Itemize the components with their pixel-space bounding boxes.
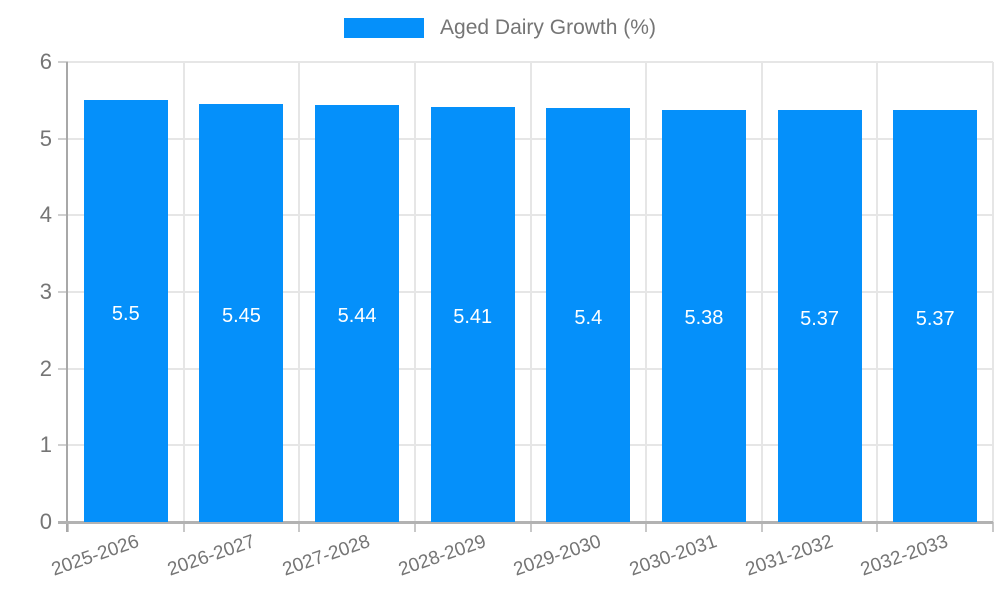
x-axis-tick [67,522,69,532]
y-axis-label: 0 [39,509,52,534]
gridline-vertical [645,62,648,522]
bar-2031-2032[interactable]: 5.37 [777,110,862,522]
y-axis-tick [58,367,68,370]
x-axis-tick [992,522,994,532]
gridline-vertical [529,62,532,522]
gridline-vertical [413,62,416,522]
x-axis-category-label: 2028-2029 [395,531,489,581]
bar-value-label: 5.37 [800,307,840,330]
x-axis-category-label: 2031-2032 [742,531,836,581]
y-axis-tick [58,444,68,447]
bar-value-label: 5.5 [111,302,140,325]
gridline-vertical [992,62,994,522]
x-axis-category-label: 2030-2031 [627,531,720,581]
y-axis-tick [58,61,68,63]
bar-2026-2027[interactable]: 5.45 [199,104,284,522]
x-axis-tick [645,522,648,532]
x-axis-tick [298,522,301,532]
y-axis-label: 6 [39,49,52,74]
gridline-vertical [182,62,185,522]
y-axis-label: 1 [39,432,52,458]
x-axis-line [58,521,993,524]
gridline-vertical [876,62,879,522]
x-axis-tick [760,522,763,532]
bar-value-label: 5.37 [915,307,955,330]
y-axis-label: 3 [39,279,52,304]
x-axis-category-label: 2025-2026 [48,531,142,581]
x-axis-tick [529,522,532,532]
x-axis-category-label: 2032-2033 [858,531,952,581]
bar-value-label: 5.38 [684,307,724,330]
bar-value-label: 5.4 [574,306,603,329]
bar-2032-2033[interactable]: 5.37 [893,110,978,522]
bar-2028-2029[interactable]: 5.41 [430,107,515,522]
bar-2029-2030[interactable]: 5.4 [546,108,631,522]
bar-2030-2031[interactable]: 5.38 [661,109,746,522]
legend[interactable]: Aged Dairy Growth (%) [0,16,1000,40]
x-axis-category-label: 2026-2027 [164,531,258,581]
y-axis-line [66,62,68,532]
x-axis-category-label: 2027-2028 [280,531,373,581]
gridline-vertical [298,62,301,522]
x-axis-tick [876,522,879,532]
y-axis-tick [58,137,68,140]
bar-value-label: 5.45 [221,304,261,327]
y-axis-label: 5 [39,125,52,151]
bar-2025-2026[interactable]: 5.5 [83,100,168,522]
y-axis-tick [58,291,68,293]
gridline-vertical [760,62,763,522]
bar-2027-2028[interactable]: 5.44 [315,104,400,522]
legend-swatch-icon [344,18,425,38]
x-axis-tick [413,522,416,532]
y-axis-label: 4 [39,202,52,228]
x-axis-category-label: 2029-2030 [511,531,605,581]
bar-value-label: 5.41 [453,306,493,329]
bar-value-label: 5.44 [337,304,377,327]
x-axis-tick [182,522,185,532]
y-axis-label: 2 [39,355,52,381]
legend-label: Aged Dairy Growth (%) [440,16,656,39]
y-axis-tick [58,214,68,217]
